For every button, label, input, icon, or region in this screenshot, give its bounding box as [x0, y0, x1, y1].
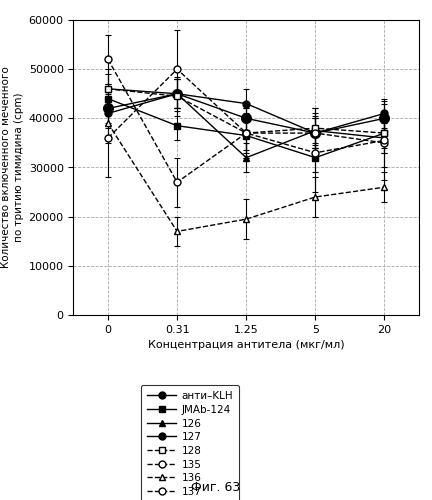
Text: Фиг. 63: Фиг. 63: [191, 481, 241, 494]
Legend: анти–KLH, JMAb-124, 126, 127, 128, 135, 136, 137: анти–KLH, JMAb-124, 126, 127, 128, 135, …: [141, 385, 239, 500]
X-axis label: Концентрация антитела (мкг/мл): Концентрация антитела (мкг/мл): [148, 340, 345, 350]
Y-axis label: Количество включенного меченного
по тритию тимидина (cpm): Количество включенного меченного по трит…: [1, 66, 25, 268]
